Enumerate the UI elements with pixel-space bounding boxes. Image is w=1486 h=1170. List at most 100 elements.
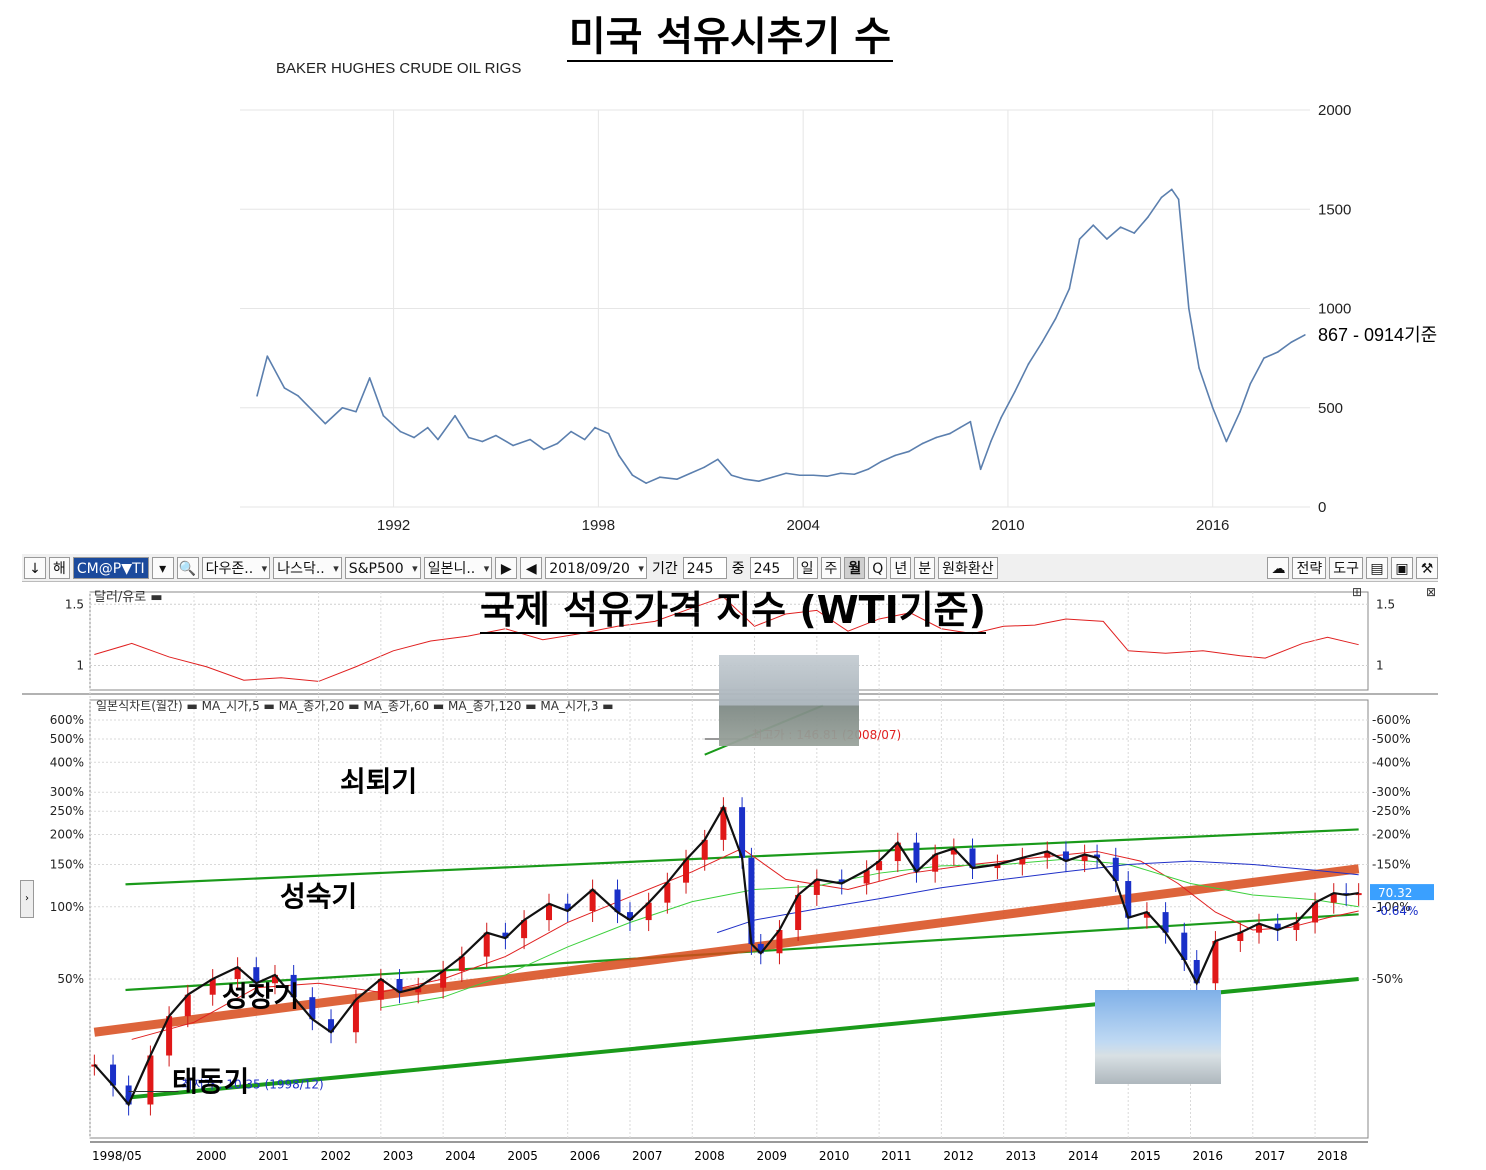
candle-body bbox=[614, 889, 621, 913]
index-dropdown-3[interactable]: S&P500 bbox=[344, 556, 421, 580]
rig-chart-subtitle: BAKER HUGHES CRUDE OIL RIGS bbox=[276, 60, 522, 77]
candle-body bbox=[1181, 932, 1188, 960]
candle-body bbox=[748, 857, 755, 944]
period-value-input[interactable]: 245 bbox=[682, 556, 727, 579]
unit-year-button[interactable]: 년 bbox=[890, 556, 912, 579]
unit-quarter-button[interactable]: Q bbox=[868, 556, 888, 579]
data-point bbox=[426, 426, 429, 429]
candle-body bbox=[415, 987, 422, 993]
data-point bbox=[467, 436, 470, 439]
data-point bbox=[1290, 341, 1293, 344]
period-button[interactable]: 해 bbox=[49, 556, 70, 579]
data-point bbox=[839, 472, 842, 475]
data-point bbox=[1239, 410, 1241, 413]
data-point bbox=[618, 454, 620, 457]
data-point bbox=[542, 448, 545, 451]
search-icon[interactable]: 🔍 bbox=[176, 556, 199, 579]
candle-body bbox=[1256, 923, 1263, 933]
candle-body bbox=[253, 967, 260, 984]
cloud-icon[interactable]: ☁ bbox=[1267, 556, 1290, 579]
data-point bbox=[529, 438, 531, 441]
candle-body bbox=[683, 859, 690, 883]
fx-y-tick-right: 1 bbox=[1376, 659, 1384, 673]
candle-body bbox=[521, 920, 528, 939]
data-point bbox=[730, 474, 733, 477]
wrench-icon[interactable]: ⚒ bbox=[1416, 556, 1438, 579]
fx-y-tick-left: 1 bbox=[76, 659, 84, 673]
year-tick-label: 2012 bbox=[943, 1149, 974, 1163]
index-dropdown-1[interactable]: 다우존.. bbox=[201, 556, 271, 580]
index-dropdown-2[interactable]: 나스닥.. bbox=[273, 556, 342, 580]
data-point bbox=[798, 474, 801, 477]
last-value-label: 70.32 bbox=[1378, 886, 1412, 900]
data-point bbox=[1225, 440, 1228, 443]
top-title: 미국 석유시추기 수 bbox=[566, 14, 894, 62]
candle-body bbox=[838, 879, 845, 884]
year-tick-label: 2014 bbox=[1068, 1149, 1099, 1163]
unit-day-button[interactable]: 일 bbox=[796, 556, 818, 579]
play-right-icon[interactable]: ▶ bbox=[495, 556, 518, 579]
data-point bbox=[785, 472, 787, 475]
data-point bbox=[703, 466, 705, 469]
candle-body bbox=[1162, 912, 1169, 933]
x-tick-label: 2010 bbox=[991, 517, 1024, 534]
candle-body bbox=[1019, 857, 1026, 865]
fx-convert-button[interactable]: 원화환산 bbox=[938, 556, 998, 579]
fx-y-tick-right: 1.5 bbox=[1376, 597, 1395, 611]
candle-body bbox=[626, 912, 633, 921]
low-annotation: 최저가 : 10.35 (1998/12) bbox=[182, 1077, 324, 1091]
year-tick-label: 2009 bbox=[757, 1149, 788, 1163]
strategy-button[interactable]: 전략 bbox=[1292, 556, 1327, 579]
x-tick-label: 2004 bbox=[786, 517, 819, 534]
fx-panel-title: 달러/유로 ▬ bbox=[94, 590, 163, 605]
y-tick-label: 1500 bbox=[1318, 201, 1351, 218]
data-point bbox=[512, 444, 514, 447]
data-point bbox=[481, 440, 484, 443]
data-point bbox=[1027, 363, 1030, 365]
year-tick-label: 2003 bbox=[383, 1149, 414, 1163]
candle-body bbox=[932, 854, 939, 872]
year-tick-label: 2002 bbox=[321, 1149, 352, 1163]
data-point bbox=[583, 438, 586, 441]
data-point bbox=[1263, 357, 1265, 359]
folder-icon[interactable]: ▤ bbox=[1366, 556, 1388, 579]
middle-value-input[interactable]: 245 bbox=[749, 556, 794, 579]
data-point bbox=[310, 408, 313, 411]
data-point bbox=[1078, 238, 1081, 240]
price-y-tick-left: 50% bbox=[57, 972, 84, 986]
candle-body bbox=[564, 903, 571, 912]
price-y-tick-left: 300% bbox=[50, 785, 84, 799]
candle-body bbox=[589, 889, 596, 912]
bottom-title: 국제 석유가격 지수 (WTI기준) bbox=[480, 588, 986, 634]
year-tick-label: 2016 bbox=[1193, 1149, 1224, 1163]
index-dropdown-4[interactable]: 일본니.. bbox=[423, 556, 493, 580]
unit-minute-button[interactable]: 분 bbox=[914, 556, 936, 579]
candle-body bbox=[458, 956, 465, 971]
tools-button[interactable]: 도구 bbox=[1329, 556, 1363, 579]
date-input[interactable]: 2018/09/20 bbox=[545, 556, 647, 580]
candle-body bbox=[1112, 857, 1119, 882]
data-point bbox=[256, 395, 258, 397]
play-left-icon[interactable]: ◀ bbox=[520, 556, 543, 579]
fx-line bbox=[94, 596, 1359, 682]
candle-body bbox=[1193, 959, 1200, 984]
data-point bbox=[812, 474, 815, 477]
save-icon[interactable]: ▣ bbox=[1391, 556, 1413, 579]
data-point bbox=[908, 450, 910, 453]
x-tick-label: 1998 bbox=[582, 517, 615, 534]
data-point bbox=[1147, 216, 1149, 218]
x-tick-label: 1992 bbox=[377, 517, 410, 534]
price-y-tick-left: 100% bbox=[50, 900, 84, 914]
data-point bbox=[744, 478, 746, 481]
symbol-input[interactable]: CM@P▼TI bbox=[72, 556, 149, 579]
candle-body bbox=[1212, 940, 1219, 984]
down-arrow-button[interactable]: ↓ bbox=[24, 556, 46, 579]
chevron-down-icon[interactable]: ▾ bbox=[151, 556, 174, 579]
side-expand-tab[interactable]: › bbox=[20, 880, 34, 918]
year-tick-label: 2017 bbox=[1255, 1149, 1286, 1163]
unit-week-button[interactable]: 주 bbox=[820, 556, 842, 579]
unit-month-button[interactable]: 월 bbox=[844, 556, 866, 579]
price-y-tick-left: 500% bbox=[50, 732, 84, 746]
data-point bbox=[921, 442, 924, 445]
data-point bbox=[1054, 317, 1057, 320]
